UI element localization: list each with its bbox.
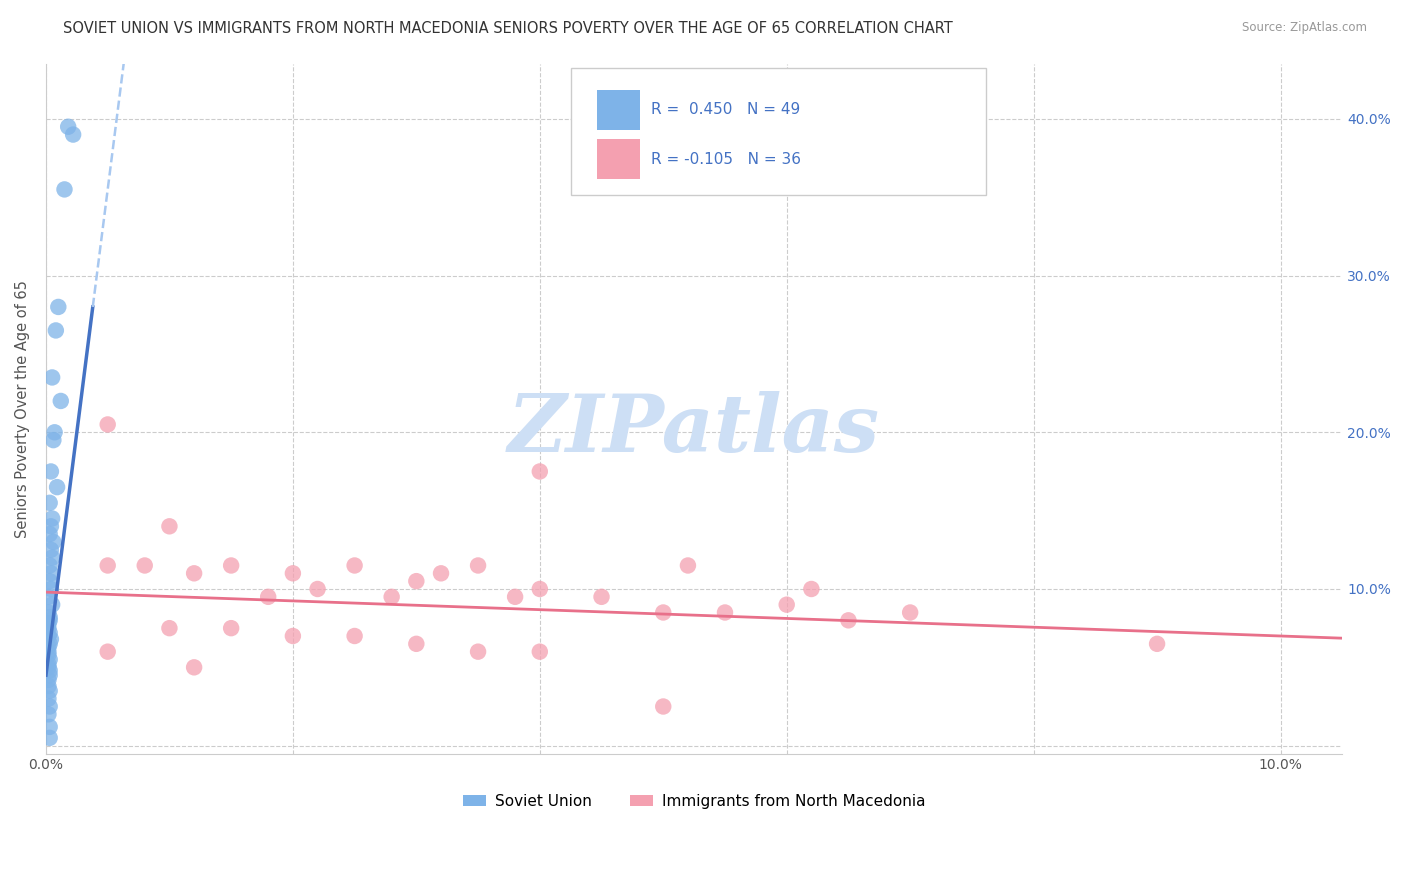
Point [1146,637,1168,651]
Point [159,621,181,635]
Point [37,645,59,659]
Point [467,645,489,659]
Point [837,613,859,627]
Point [46,300,69,314]
Point [38,610,60,624]
Point [39,632,62,647]
FancyBboxPatch shape [598,89,640,129]
Point [281,566,304,581]
Point [58,120,80,134]
Point [41,550,63,565]
Point [38,683,60,698]
Point [37,707,59,722]
Point [38,699,60,714]
Point [37,590,59,604]
Point [652,699,675,714]
Point [405,637,427,651]
Point [591,590,613,604]
Point [39,582,62,596]
Point [37,606,59,620]
Point [38,558,60,573]
Point [343,558,366,573]
Text: R = -0.105   N = 36: R = -0.105 N = 36 [651,152,801,167]
Point [37,640,59,654]
Point [37,621,59,635]
Point [134,558,156,573]
Point [38,496,60,510]
Point [39,542,62,557]
Point [39,519,62,533]
Point [529,465,551,479]
Point [714,606,737,620]
Point [49,393,72,408]
Point [529,645,551,659]
Point [898,606,921,620]
Point [219,558,242,573]
Y-axis label: Seniors Poverty Over the Age of 65: Seniors Poverty Over the Age of 65 [15,280,30,538]
Point [97,558,120,573]
Text: R =  0.450   N = 49: R = 0.450 N = 49 [651,102,800,117]
Point [800,582,823,596]
Point [37,657,59,672]
Point [529,582,551,596]
Point [430,566,453,581]
Point [343,629,366,643]
Point [42,535,65,549]
Point [42,433,65,447]
Text: Source: ZipAtlas.com: Source: ZipAtlas.com [1241,21,1367,35]
Point [38,731,60,745]
Point [53,182,76,196]
Point [652,606,675,620]
Legend: Soviet Union, Immigrants from North Macedonia: Soviet Union, Immigrants from North Mace… [457,788,932,814]
Point [159,519,181,533]
FancyBboxPatch shape [571,68,986,195]
Point [503,590,526,604]
Point [41,511,63,525]
Point [405,574,427,589]
Point [38,664,60,678]
Point [183,566,205,581]
Point [38,625,60,640]
Point [45,323,67,337]
Point [219,621,242,635]
Point [307,582,329,596]
Point [38,613,60,627]
Point [38,637,60,651]
Point [97,417,120,432]
Point [38,652,60,666]
Point [381,590,404,604]
Point [281,629,304,643]
Point [39,566,62,581]
Point [37,648,59,662]
Point [38,720,60,734]
Text: SOVIET UNION VS IMMIGRANTS FROM NORTH MACEDONIA SENIORS POVERTY OVER THE AGE OF : SOVIET UNION VS IMMIGRANTS FROM NORTH MA… [63,21,953,37]
Point [44,425,66,440]
Point [62,128,84,142]
Point [38,574,60,589]
Point [37,679,59,693]
Point [37,691,59,706]
FancyBboxPatch shape [598,139,640,179]
Point [37,616,59,631]
Point [41,370,63,384]
Point [46,480,69,494]
Point [38,668,60,682]
Point [41,598,63,612]
Point [467,558,489,573]
Point [257,590,280,604]
Text: ZIPatlas: ZIPatlas [508,391,880,468]
Point [183,660,205,674]
Point [37,673,59,687]
Point [776,598,799,612]
Point [97,645,120,659]
Point [37,660,59,674]
Point [676,558,699,573]
Point [37,629,59,643]
Point [38,527,60,541]
Point [39,465,62,479]
